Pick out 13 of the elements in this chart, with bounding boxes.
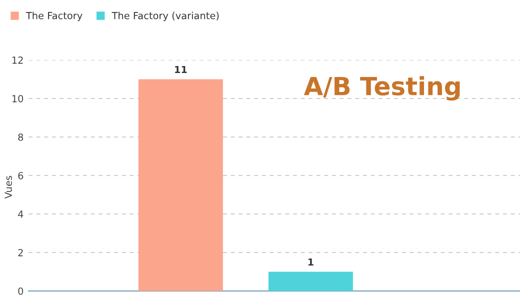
text: A/B Testing bbox=[304, 76, 460, 101]
y-tick-label: 4 bbox=[18, 210, 24, 218]
y-tick-label: 6 bbox=[18, 172, 24, 180]
legend-label: The Factory bbox=[26, 12, 82, 22]
legend-label: The Factory (variante) bbox=[112, 12, 219, 22]
y-tick-label: 10 bbox=[12, 94, 24, 102]
y-tick-label: 0 bbox=[18, 287, 24, 295]
y-axis-title: Vues bbox=[4, 176, 12, 199]
data-label: 11 bbox=[175, 66, 187, 74]
data-label: 1 bbox=[308, 258, 314, 266]
y-tick-label: 12 bbox=[12, 56, 23, 64]
y-tick-label: 8 bbox=[18, 133, 24, 141]
y-tick-label: 2 bbox=[18, 248, 23, 256]
